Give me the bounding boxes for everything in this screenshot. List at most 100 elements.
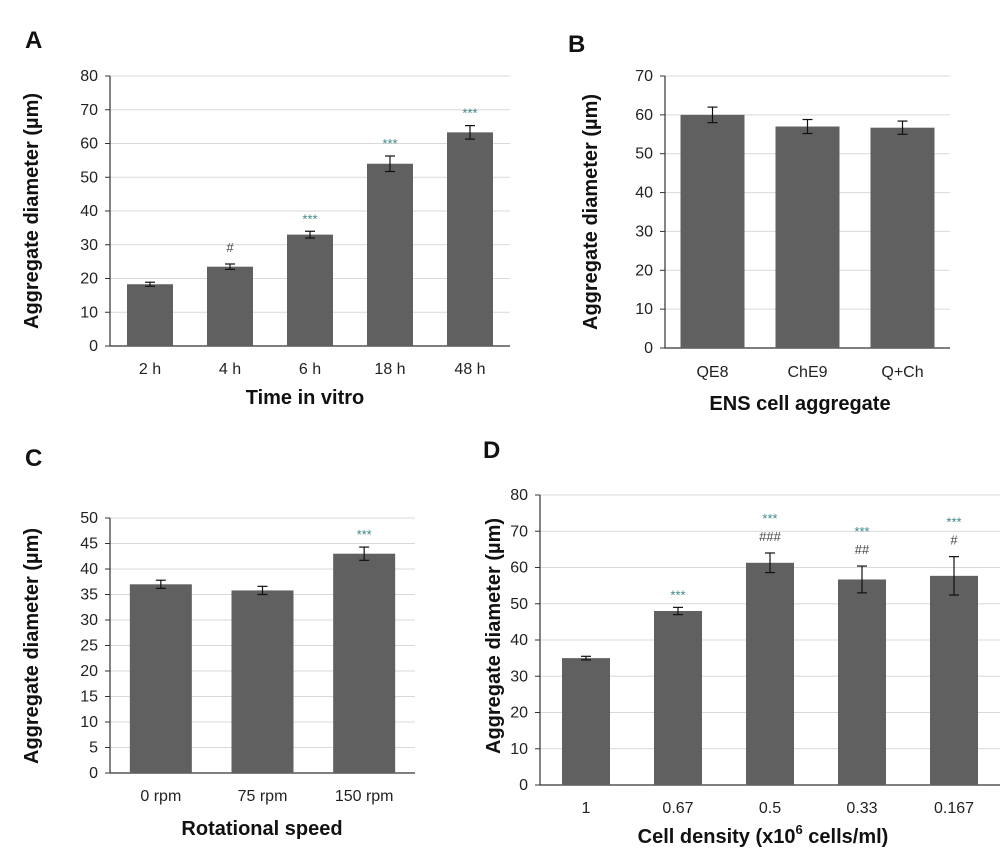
- panel-c-xlabel: Rotational speed: [181, 818, 342, 840]
- panel-c-ytick-label: 25: [80, 638, 98, 655]
- panel-a-significance-stars: ***: [462, 106, 477, 121]
- panel-c-category-label: 150 rpm: [335, 788, 394, 805]
- panel-d-bar: [562, 658, 610, 785]
- panel-c-bar: [333, 553, 396, 773]
- panel-d-bar: [746, 562, 794, 785]
- panel-c-bar: [129, 584, 192, 773]
- panel-d-ylabel: Aggregate diameter (µm): [483, 518, 505, 754]
- panel-a-bar: [447, 132, 493, 346]
- panel-a-ytick-label: 10: [80, 304, 98, 321]
- panel-c-ytick-label: 50: [80, 510, 98, 527]
- panel-a-bar: [287, 234, 333, 346]
- panel-c-ylabel: Aggregate diameter (µm): [21, 528, 43, 764]
- panel-d-significance-stars: ***: [762, 511, 777, 526]
- panel-c-ytick-label: 40: [80, 561, 98, 578]
- panel-d-significance-hash: ##: [855, 542, 870, 557]
- panel-a-category-label: 6 h: [299, 361, 321, 378]
- panel-a-chart: 0 10 20 30 40 50 60 70 80 2 h 4 h #6 h *** 18 h *** 48 …: [80, 68, 510, 378]
- panel-d-xlabel-sup: 6: [796, 822, 803, 837]
- panel-d-xlabel: Cell density (x106 cells/ml): [638, 822, 889, 848]
- panel-d-category-label: 0.5: [759, 800, 781, 817]
- panel-c-ytick-label: 15: [80, 689, 98, 706]
- panel-a-bar: [367, 163, 413, 346]
- panel-d-ytick-label: 70: [510, 523, 528, 540]
- panel-d-bar: [654, 611, 702, 785]
- panel-c-ytick-label: 20: [80, 663, 98, 680]
- panel-d-bar: [838, 579, 886, 785]
- panel-b-ytick-label: 40: [635, 185, 653, 202]
- panel-a-ytick-label: 20: [80, 271, 98, 288]
- panel-b-ytick-label: 30: [635, 223, 653, 240]
- panel-a-ytick-label: 30: [80, 237, 98, 254]
- panel-d-significance-hash: ###: [759, 529, 781, 544]
- panel-c-significance-stars: ***: [357, 527, 372, 542]
- panel-d-letter: D: [483, 437, 500, 464]
- panel-a-ytick-label: 40: [80, 203, 98, 220]
- panel-d-ytick-label: 80: [510, 487, 528, 504]
- panel-a-ytick-label: 70: [80, 102, 98, 119]
- panel-b-ytick-label: 70: [635, 68, 653, 85]
- panel-a-ylabel: Aggregate diameter (µm): [21, 93, 43, 329]
- panel-b-ylabel: Aggregate diameter (µm): [580, 94, 602, 330]
- panel-c-ytick-label: 5: [89, 740, 98, 757]
- panel-c-ytick-label: 10: [80, 714, 98, 731]
- panel-d-category-label: 0.167: [934, 800, 974, 817]
- panel-d-significance-hash: #: [950, 533, 958, 548]
- panel-a-xlabel: Time in vitro: [246, 387, 365, 409]
- panel-d-ytick-label: 10: [510, 741, 528, 758]
- panel-a-bar: [207, 266, 253, 346]
- panel-b-chart: 0 10 20 30 40 50 60 70 QE8 ChE9 Q+Ch: [635, 68, 950, 381]
- panel-d-ytick-label: 60: [510, 560, 528, 577]
- panel-b-ytick-label: 50: [635, 146, 653, 163]
- panel-b-bar: [870, 127, 935, 349]
- panel-a-significance-hash: #: [226, 240, 234, 255]
- panel-d-xlabel-part1: Cell density (x10: [638, 826, 796, 848]
- panel-d-category-label: 0.67: [662, 800, 693, 817]
- panel-b-category-label: Q+Ch: [881, 364, 923, 381]
- panel-a-bar: [127, 284, 173, 346]
- panel-c-chart: 0 5 10 15 20 25 30 35 40 45 50 0 rpm 75 rpm 150 rpm **…: [80, 510, 415, 805]
- panel-b-category-label: ChE9: [787, 364, 827, 381]
- panel-b-xlabel: ENS cell aggregate: [709, 393, 890, 415]
- panel-c-letter: C: [25, 445, 42, 472]
- panel-d-significance-stars: ***: [670, 587, 685, 602]
- panel-a-ytick-label: 60: [80, 136, 98, 153]
- panel-b-ytick-label: 0: [644, 340, 653, 357]
- panel-c-bar: [231, 590, 294, 773]
- panel-d-bar: [930, 575, 978, 785]
- panel-c-category-label: 0 rpm: [140, 788, 181, 805]
- panel-a-significance-stars: ***: [382, 136, 397, 151]
- panel-d-ytick-label: 40: [510, 632, 528, 649]
- panel-a-category-label: 48 h: [454, 361, 485, 378]
- panel-d-ytick-label: 0: [519, 777, 528, 794]
- panel-d-ytick-label: 50: [510, 596, 528, 613]
- panel-c-category-label: 75 rpm: [238, 788, 288, 805]
- panel-b-letter: B: [568, 31, 585, 58]
- panel-a-ytick-label: 80: [80, 68, 98, 85]
- panel-a-significance-stars: ***: [302, 211, 317, 226]
- panel-b-bar: [775, 126, 840, 348]
- panel-b-bar: [680, 114, 745, 348]
- panel-d-ytick-label: 20: [510, 705, 528, 722]
- panel-b-ytick-label: 20: [635, 262, 653, 279]
- panel-b-ytick-label: 60: [635, 107, 653, 124]
- panel-a-letter: A: [25, 27, 42, 54]
- panel-d-category-label: 1: [582, 800, 591, 817]
- panel-c-ytick-label: 45: [80, 536, 98, 553]
- panel-c-ytick-label: 35: [80, 587, 98, 604]
- panel-a-category-label: 2 h: [139, 361, 161, 378]
- panel-b-ytick-label: 10: [635, 301, 653, 318]
- panel-a-ytick-label: 50: [80, 169, 98, 186]
- panel-b-category-label: QE8: [696, 364, 728, 381]
- panel-a-category-label: 4 h: [219, 361, 241, 378]
- panel-d-significance-stars: ***: [854, 524, 869, 539]
- panel-d-category-label: 0.33: [846, 800, 877, 817]
- panel-d-ytick-label: 30: [510, 668, 528, 685]
- panel-c-ytick-label: 0: [89, 765, 98, 782]
- panel-a-ytick-label: 0: [89, 338, 98, 355]
- panel-d-significance-stars: ***: [946, 515, 961, 530]
- panel-d-xlabel-part3: cells/ml): [803, 826, 889, 848]
- panel-a-category-label: 18 h: [374, 361, 405, 378]
